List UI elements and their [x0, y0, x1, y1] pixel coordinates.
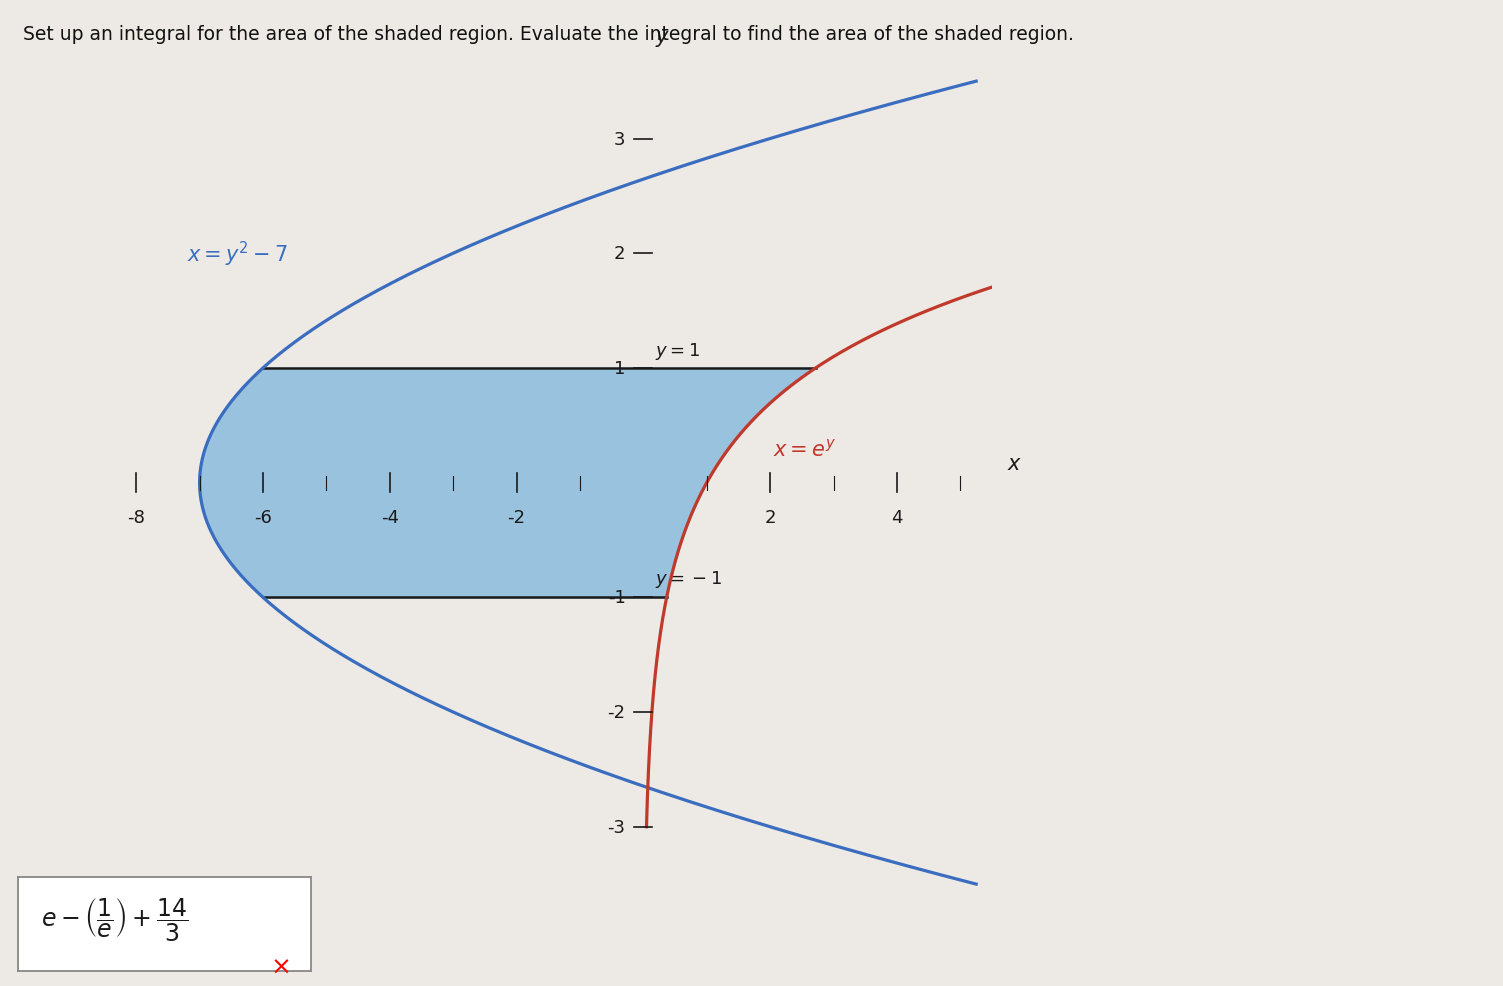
Text: $\times$: $\times$: [271, 954, 289, 978]
Text: 2: 2: [615, 245, 625, 263]
Text: $y = 1$: $y = 1$: [655, 341, 700, 362]
Text: -2: -2: [508, 509, 526, 527]
Text: $y = -1$: $y = -1$: [655, 569, 721, 590]
Text: 4: 4: [891, 509, 903, 527]
Text: -3: -3: [607, 818, 625, 836]
Text: $y$: $y$: [655, 29, 670, 48]
Text: $x = y^2 - 7$: $x = y^2 - 7$: [186, 240, 287, 268]
Text: 2: 2: [765, 509, 776, 527]
Text: -1: -1: [607, 589, 625, 606]
Text: -2: -2: [607, 703, 625, 722]
Text: 1: 1: [615, 360, 625, 378]
Text: $x$: $x$: [1007, 454, 1022, 474]
Text: $e - \left(\dfrac{1}{e}\right) + \dfrac{14}{3}$: $e - \left(\dfrac{1}{e}\right) + \dfrac{…: [42, 896, 189, 944]
Text: -6: -6: [254, 509, 272, 527]
Text: -4: -4: [380, 509, 398, 527]
Text: Set up an integral for the area of the shaded region. Evaluate the integral to f: Set up an integral for the area of the s…: [23, 25, 1073, 43]
Text: -8: -8: [128, 509, 146, 527]
Text: $x = e^y$: $x = e^y$: [773, 438, 837, 459]
Text: 3: 3: [615, 130, 625, 148]
